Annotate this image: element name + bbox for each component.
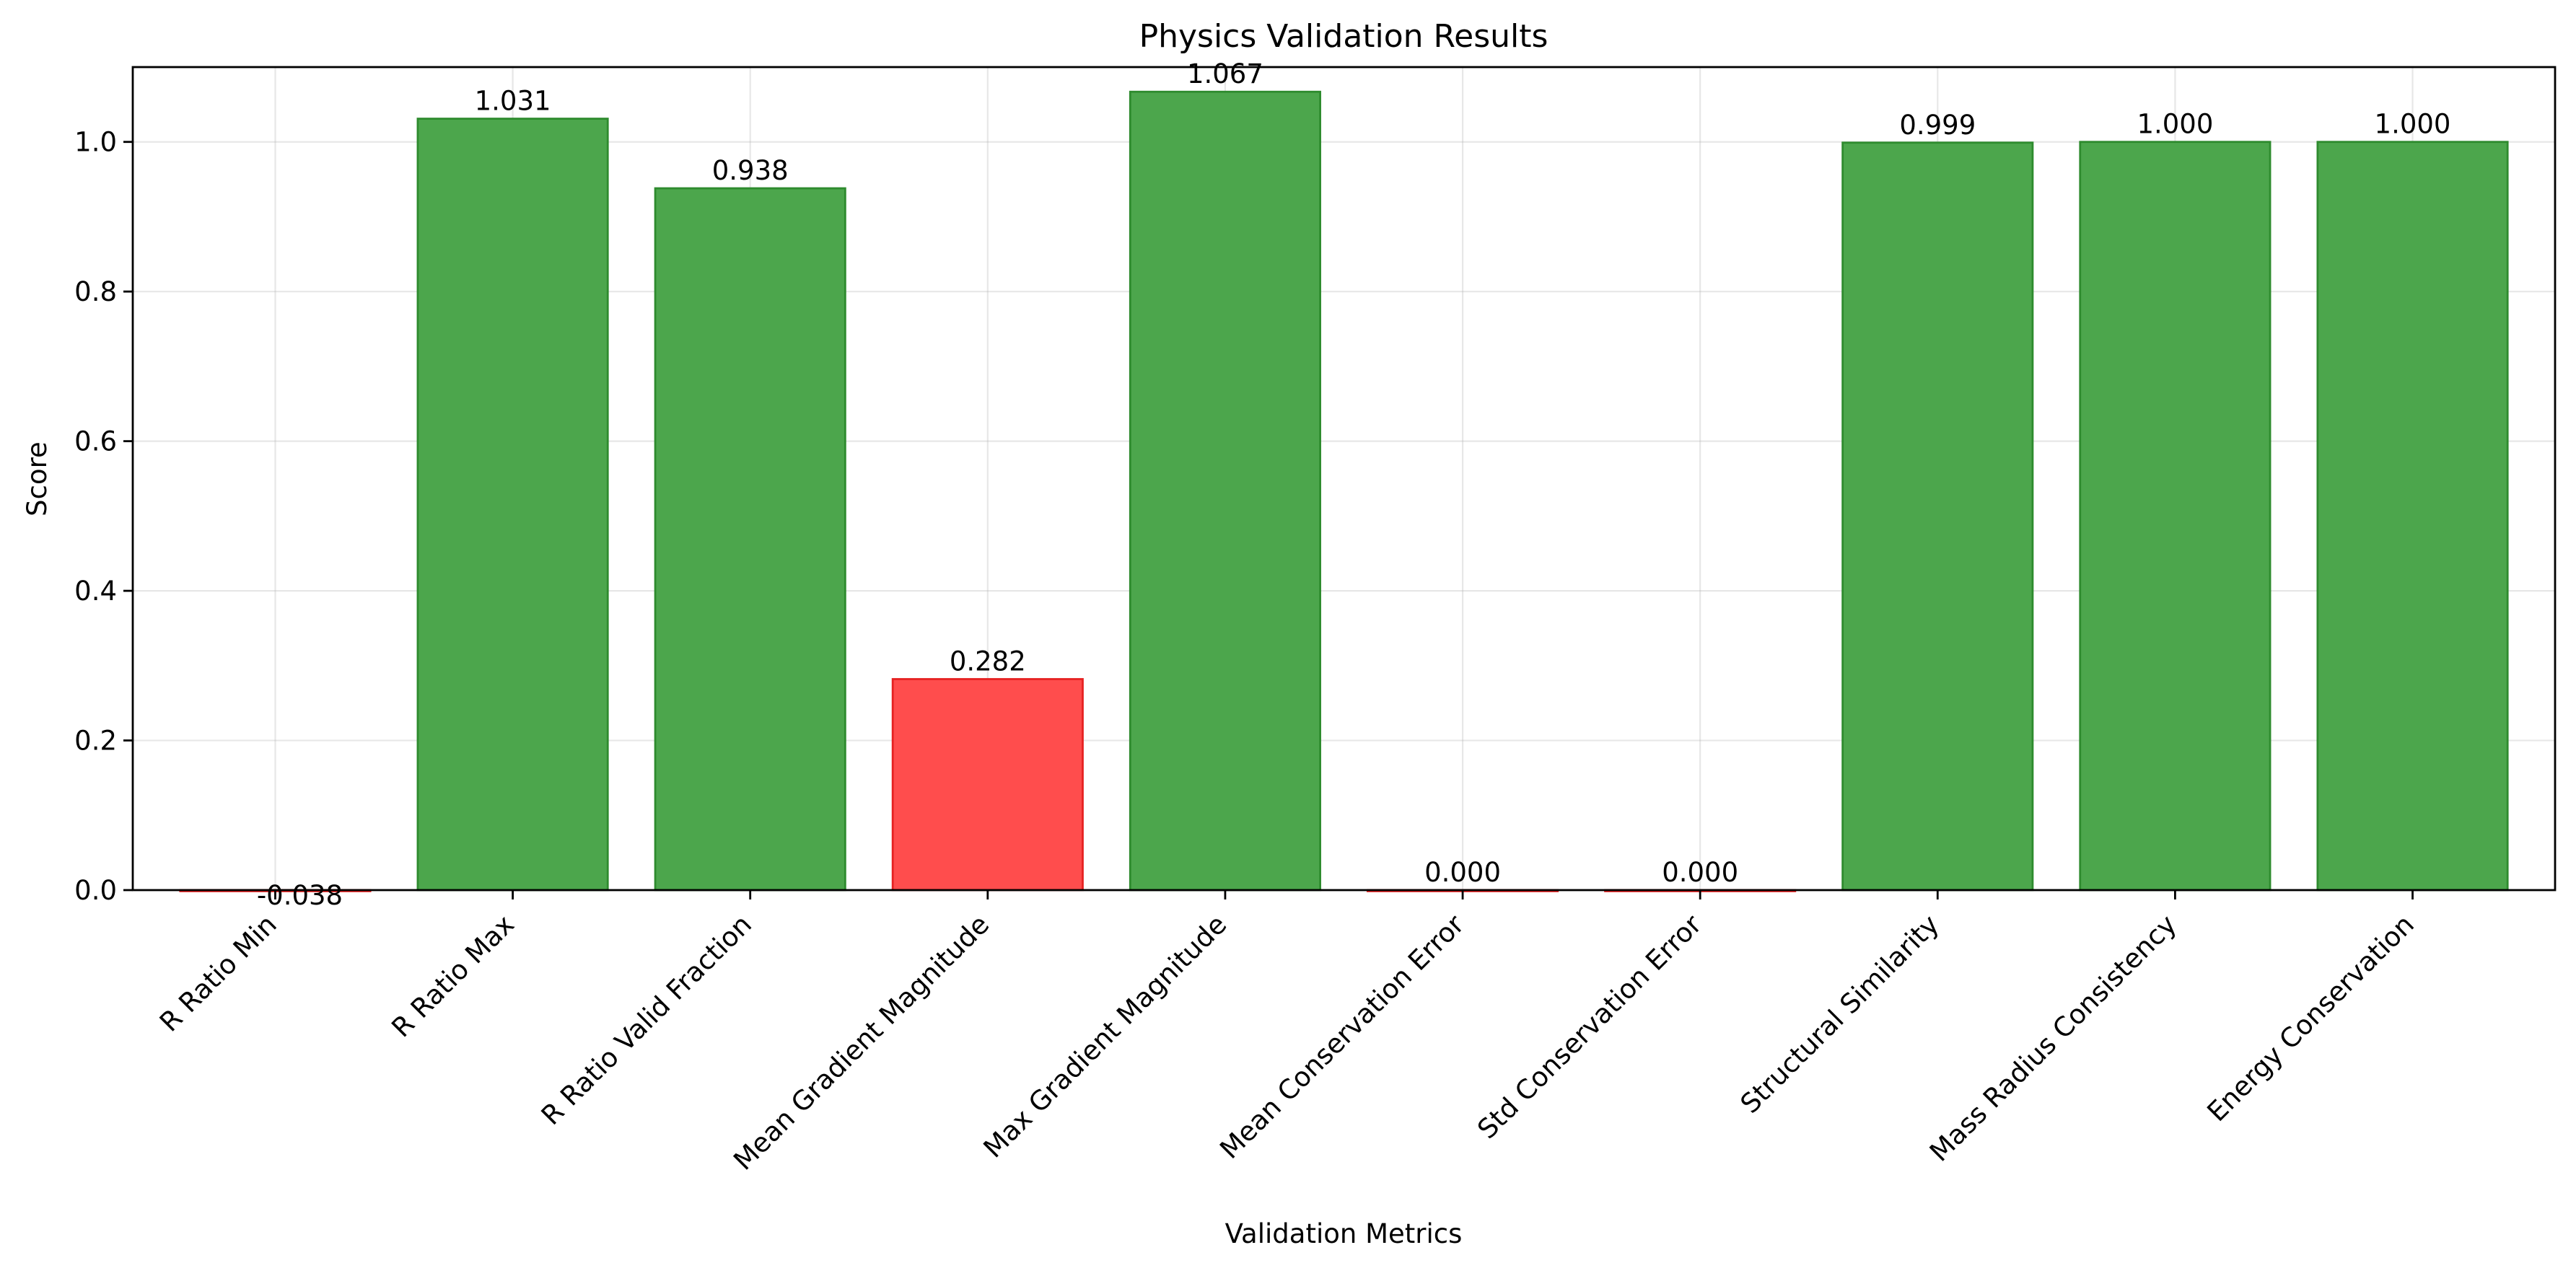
bar-10 [2316, 141, 2509, 892]
axes-frame [131, 66, 2557, 892]
bar-value-label: 0.282 [950, 646, 1026, 677]
bar-value-label: 1.000 [2375, 109, 2451, 140]
bar-3 [654, 187, 846, 892]
bars [179, 90, 2509, 892]
bar-value-label: 1.067 [1187, 58, 1263, 89]
bar-value-label: -0.038 [257, 880, 343, 911]
plot-frame [131, 66, 2557, 892]
bar-5 [1129, 90, 1321, 892]
x-tick-label: Std Conservation Error [1471, 908, 1708, 1145]
x-tick-label: Structural Similarity [1735, 909, 1945, 1119]
x-tick-label: R Ratio Max [385, 909, 520, 1043]
y-tick-label: 0.0 [74, 875, 117, 906]
chart-title: Physics Validation Results [1139, 18, 1548, 55]
x-tick-label: Mass Radius Consistency [1924, 909, 2183, 1168]
y-tick-label: 0.8 [74, 276, 117, 307]
x-tick-label: Energy Conservation [2202, 909, 2420, 1127]
bar-8 [1841, 141, 2034, 892]
bar-value-label: 0.000 [1662, 857, 1738, 888]
x-axis-title: Validation Metrics [1225, 1218, 1463, 1249]
x-tick-label: R Ratio Min [154, 909, 283, 1038]
bar-value-label: 1.031 [475, 86, 551, 117]
x-tick-label: R Ratio Valid Fraction [535, 909, 758, 1131]
x-tick-label: Max Gradient Magnitude [978, 909, 1233, 1164]
bar-value-label: 1.000 [2137, 109, 2213, 140]
y-tick-label: 0.2 [74, 726, 117, 757]
bar-value-labels: -0.038 1.031 0.938 0.282 1.067 0.000 0.000 0.99… [257, 58, 2451, 911]
bar-9 [2079, 141, 2271, 892]
y-tick-label: 0.4 [74, 576, 117, 607]
y-tick-label: 0.6 [74, 426, 117, 457]
bar-4 [891, 678, 1084, 892]
x-tick-label: Mean Conservation Error [1214, 908, 1471, 1165]
x-tick-label: Mean Gradient Magnitude [727, 909, 995, 1176]
bar-value-label: 0.000 [1424, 857, 1501, 888]
y-axis-title: Score [22, 441, 53, 516]
y-tick-label: 1.0 [74, 127, 117, 158]
bar-2 [416, 118, 609, 892]
bar-value-label: 0.938 [712, 155, 789, 186]
bar-value-label: 0.999 [1899, 110, 1976, 141]
